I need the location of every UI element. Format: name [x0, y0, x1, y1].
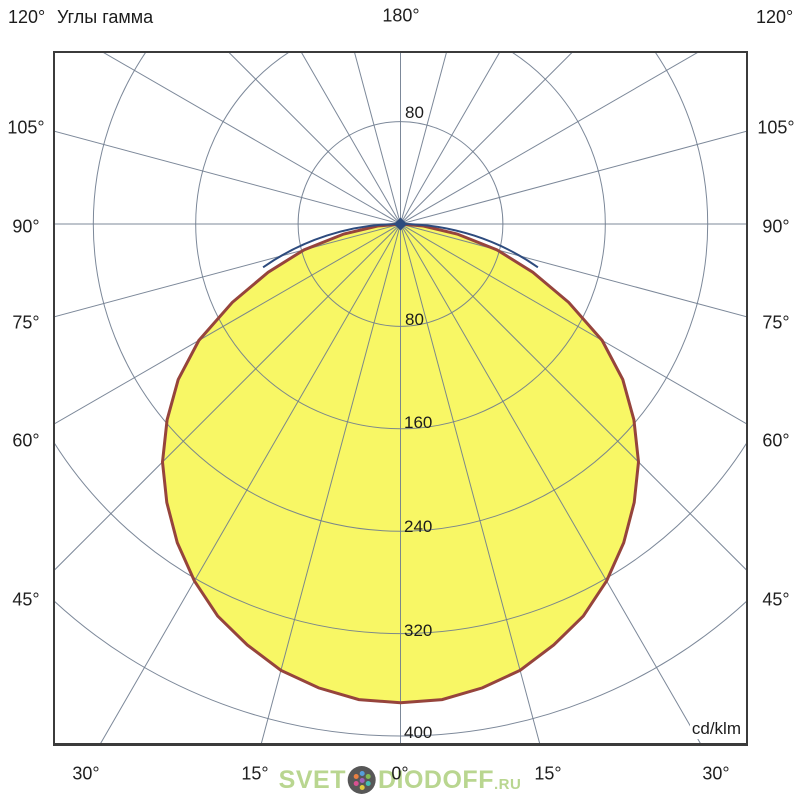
unit-label: cd/klm — [689, 719, 743, 739]
gamma-label-left-45: 45° — [12, 589, 40, 610]
gamma-label-bottom-30R: 30° — [702, 763, 730, 784]
watermark-text-svet: SVET — [278, 766, 346, 794]
gamma-label-bottom-30L: 30° — [72, 763, 100, 784]
watermark-text-diodoff: DIODOFF — [377, 766, 494, 794]
gamma-label-left-60: 60° — [12, 430, 40, 451]
gamma-label-right-60: 60° — [762, 430, 790, 451]
angle-label-top-left: 120° — [8, 7, 46, 27]
angle-label-180: 180° — [382, 5, 420, 26]
radial-label-320: 320 — [404, 621, 433, 640]
intensity-lobe-outline — [160, 222, 641, 705]
radial-label-80-above: 80 — [405, 103, 424, 122]
watermark-text-ru: .RU — [493, 776, 522, 793]
gamma-label-right-45: 45° — [762, 589, 790, 610]
gamma-label-left-75: 75° — [12, 312, 40, 333]
gamma-label-right-90: 90° — [762, 216, 790, 237]
angle-label-top-right: 120° — [756, 7, 794, 27]
chart-title: Углы гамма — [57, 7, 154, 27]
gamma-label-right-75: 75° — [762, 312, 790, 333]
radial-label-160: 160 — [404, 413, 433, 432]
polar-center-marker — [394, 217, 407, 231]
radial-label-400: 400 — [404, 723, 433, 742]
watermark: SVET DIODOFF .RU — [279, 766, 522, 794]
color-dots-circle-icon — [347, 766, 376, 794]
gamma-label-bottom-0: 0° — [391, 763, 409, 784]
gamma-label-bottom-15L: 15° — [241, 763, 269, 784]
gamma-label-right-105: 105° — [757, 117, 795, 138]
gamma-label-left-90: 90° — [12, 216, 40, 237]
radial-label-240: 240 — [404, 517, 433, 536]
radial-label-80: 80 — [405, 310, 424, 329]
gamma-label-bottom-15R: 15° — [534, 763, 562, 784]
gamma-label-left-105: 105° — [7, 117, 45, 138]
